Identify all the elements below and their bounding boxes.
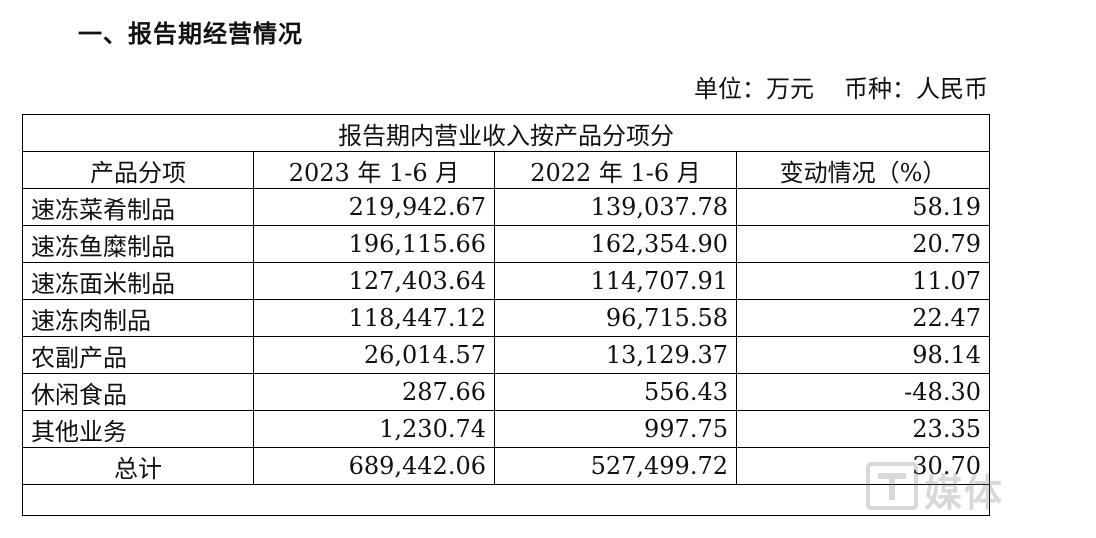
cell-change: 58.19 [736,188,990,226]
cell-2023: 196,115.66 [253,225,495,263]
table-row: 休闲食品 287.66 556.43 -48.30 [22,373,990,411]
total-row: 总计 689,442.06 527,499.72 30.70 [22,447,990,485]
cell-product: 速冻菜肴制品 [22,188,254,226]
cell-total-2022: 527,499.72 [494,447,737,485]
cell-change: 20.79 [736,225,990,263]
table-caption-row: 报告期内营业收入按产品分项分 [22,114,990,152]
cell-product: 其他业务 [22,410,254,448]
cell-2022: 114,707.91 [494,262,737,300]
cell-change: 98.14 [736,336,990,374]
table-row: 速冻面米制品 127,403.64 114,707.91 11.07 [22,262,990,300]
header-2022: 2022 年 1-6 月 [494,151,737,189]
cell-2022: 96,715.58 [494,299,737,337]
cell-2023: 1,230.74 [253,410,495,448]
header-product: 产品分项 [22,151,254,189]
cell-2023: 219,942.67 [253,188,495,226]
cell-product: 速冻肉制品 [22,299,254,337]
cell-2023: 118,447.12 [253,299,495,337]
currency-label: 币种：人民币 [844,75,988,103]
table-row: 其他业务 1,230.74 997.75 23.35 [22,410,990,448]
header-change: 变动情况（%） [736,151,990,189]
cell-2023: 287.66 [253,373,495,411]
table-header-row: 产品分项 2023 年 1-6 月 2022 年 1-6 月 变动情况（%） [22,151,990,189]
cell-change: 11.07 [736,262,990,300]
cell-product: 农副产品 [22,336,254,374]
cell-product: 速冻鱼糜制品 [22,225,254,263]
cell-total-label: 总计 [22,447,254,485]
cell-total-2023: 689,442.06 [253,447,495,485]
cell-change: -48.30 [736,373,990,411]
cell-change: 22.47 [736,299,990,337]
table-row: 速冻菜肴制品 219,942.67 139,037.78 58.19 [22,188,990,226]
empty-row [22,484,990,516]
cell-2022: 556.43 [494,373,737,411]
table-caption: 报告期内营业收入按产品分项分 [22,114,990,152]
cell-2023: 26,014.57 [253,336,495,374]
cell-total-change: 30.70 [736,447,990,485]
cell-2022: 139,037.78 [494,188,737,226]
header-2023: 2023 年 1-6 月 [253,151,495,189]
section-title: 一、报告期经营情况 [78,20,303,48]
cell-2022: 997.75 [494,410,737,448]
empty-cell [22,484,990,516]
table-row: 速冻肉制品 118,447.12 96,715.58 22.47 [22,299,990,337]
table-row: 速冻鱼糜制品 196,115.66 162,354.90 20.79 [22,225,990,263]
revenue-table: 报告期内营业收入按产品分项分 产品分项 2023 年 1-6 月 2022 年 … [22,114,990,516]
cell-change: 23.35 [736,410,990,448]
table-row: 农副产品 26,014.57 13,129.37 98.14 [22,336,990,374]
unit-line: 单位：万元 币种：人民币 [694,69,988,104]
cell-2022: 13,129.37 [494,336,737,374]
cell-2022: 162,354.90 [494,225,737,263]
cell-product: 速冻面米制品 [22,262,254,300]
cell-2023: 127,403.64 [253,262,495,300]
unit-label: 单位：万元 [694,75,814,103]
cell-product: 休闲食品 [22,373,254,411]
